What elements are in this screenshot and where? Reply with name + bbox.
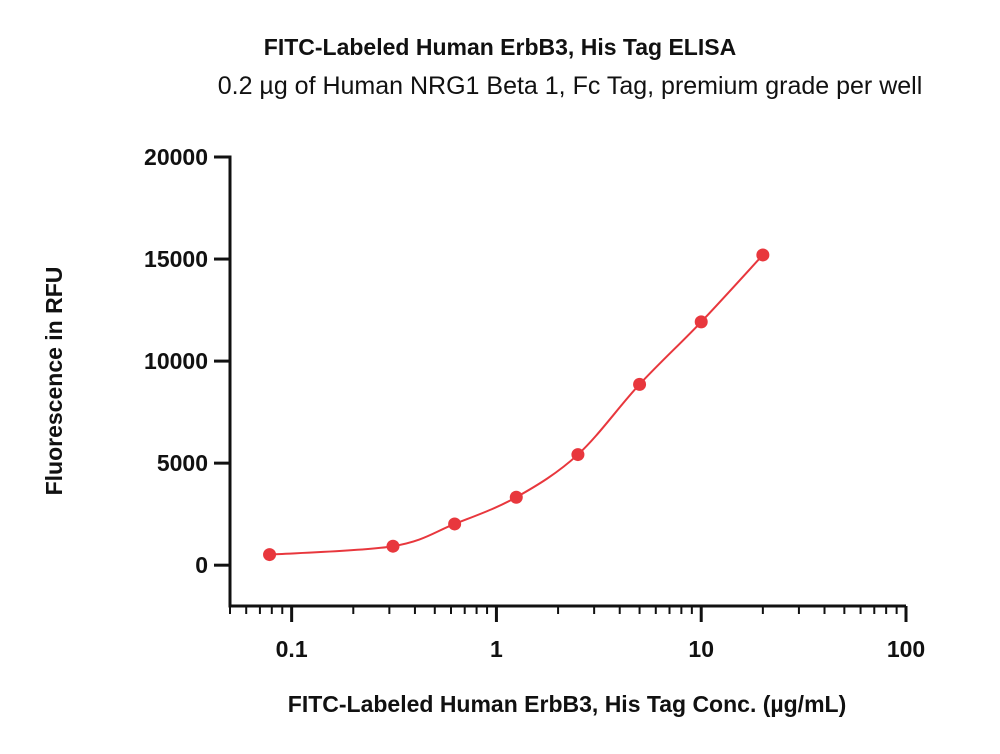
data-point xyxy=(633,377,647,391)
x-tick-label: 0.1 xyxy=(276,636,308,662)
chart-title: FITC-Labeled Human ErbB3, His Tag ELISA xyxy=(263,34,737,60)
y-tick-label: 10000 xyxy=(144,348,208,374)
data-point xyxy=(448,517,462,531)
x-axis-ticks: 0.1 1 10 100 xyxy=(229,606,925,662)
data-point xyxy=(694,315,708,329)
data-point xyxy=(756,248,770,262)
x-tick-label: 100 xyxy=(887,636,925,662)
y-tick-label: 20000 xyxy=(144,144,208,170)
data-point xyxy=(571,448,585,462)
y-axis-label: Fluorescence in RFU xyxy=(41,267,67,496)
data-point xyxy=(509,490,523,504)
data-point xyxy=(263,548,277,562)
data-points xyxy=(263,248,770,562)
x-axis-label: FITC-Labeled Human ErbB3, His Tag Conc. … xyxy=(288,691,846,717)
y-tick-label: 15000 xyxy=(144,246,208,272)
x-tick-label: 10 xyxy=(688,636,714,662)
y-axis-ticks: 0 5000 10000 15000 20000 xyxy=(144,144,230,578)
x-tick-label: 1 xyxy=(490,636,503,662)
data-point xyxy=(386,539,400,553)
fit-line xyxy=(269,254,764,556)
fit-curve xyxy=(269,254,764,556)
axes xyxy=(228,155,906,608)
chart-subtitle: 0.2 µg of Human NRG1 Beta 1, Fc Tag, pre… xyxy=(217,72,923,100)
y-tick-label: 5000 xyxy=(157,450,208,476)
y-tick-label: 0 xyxy=(195,552,208,578)
